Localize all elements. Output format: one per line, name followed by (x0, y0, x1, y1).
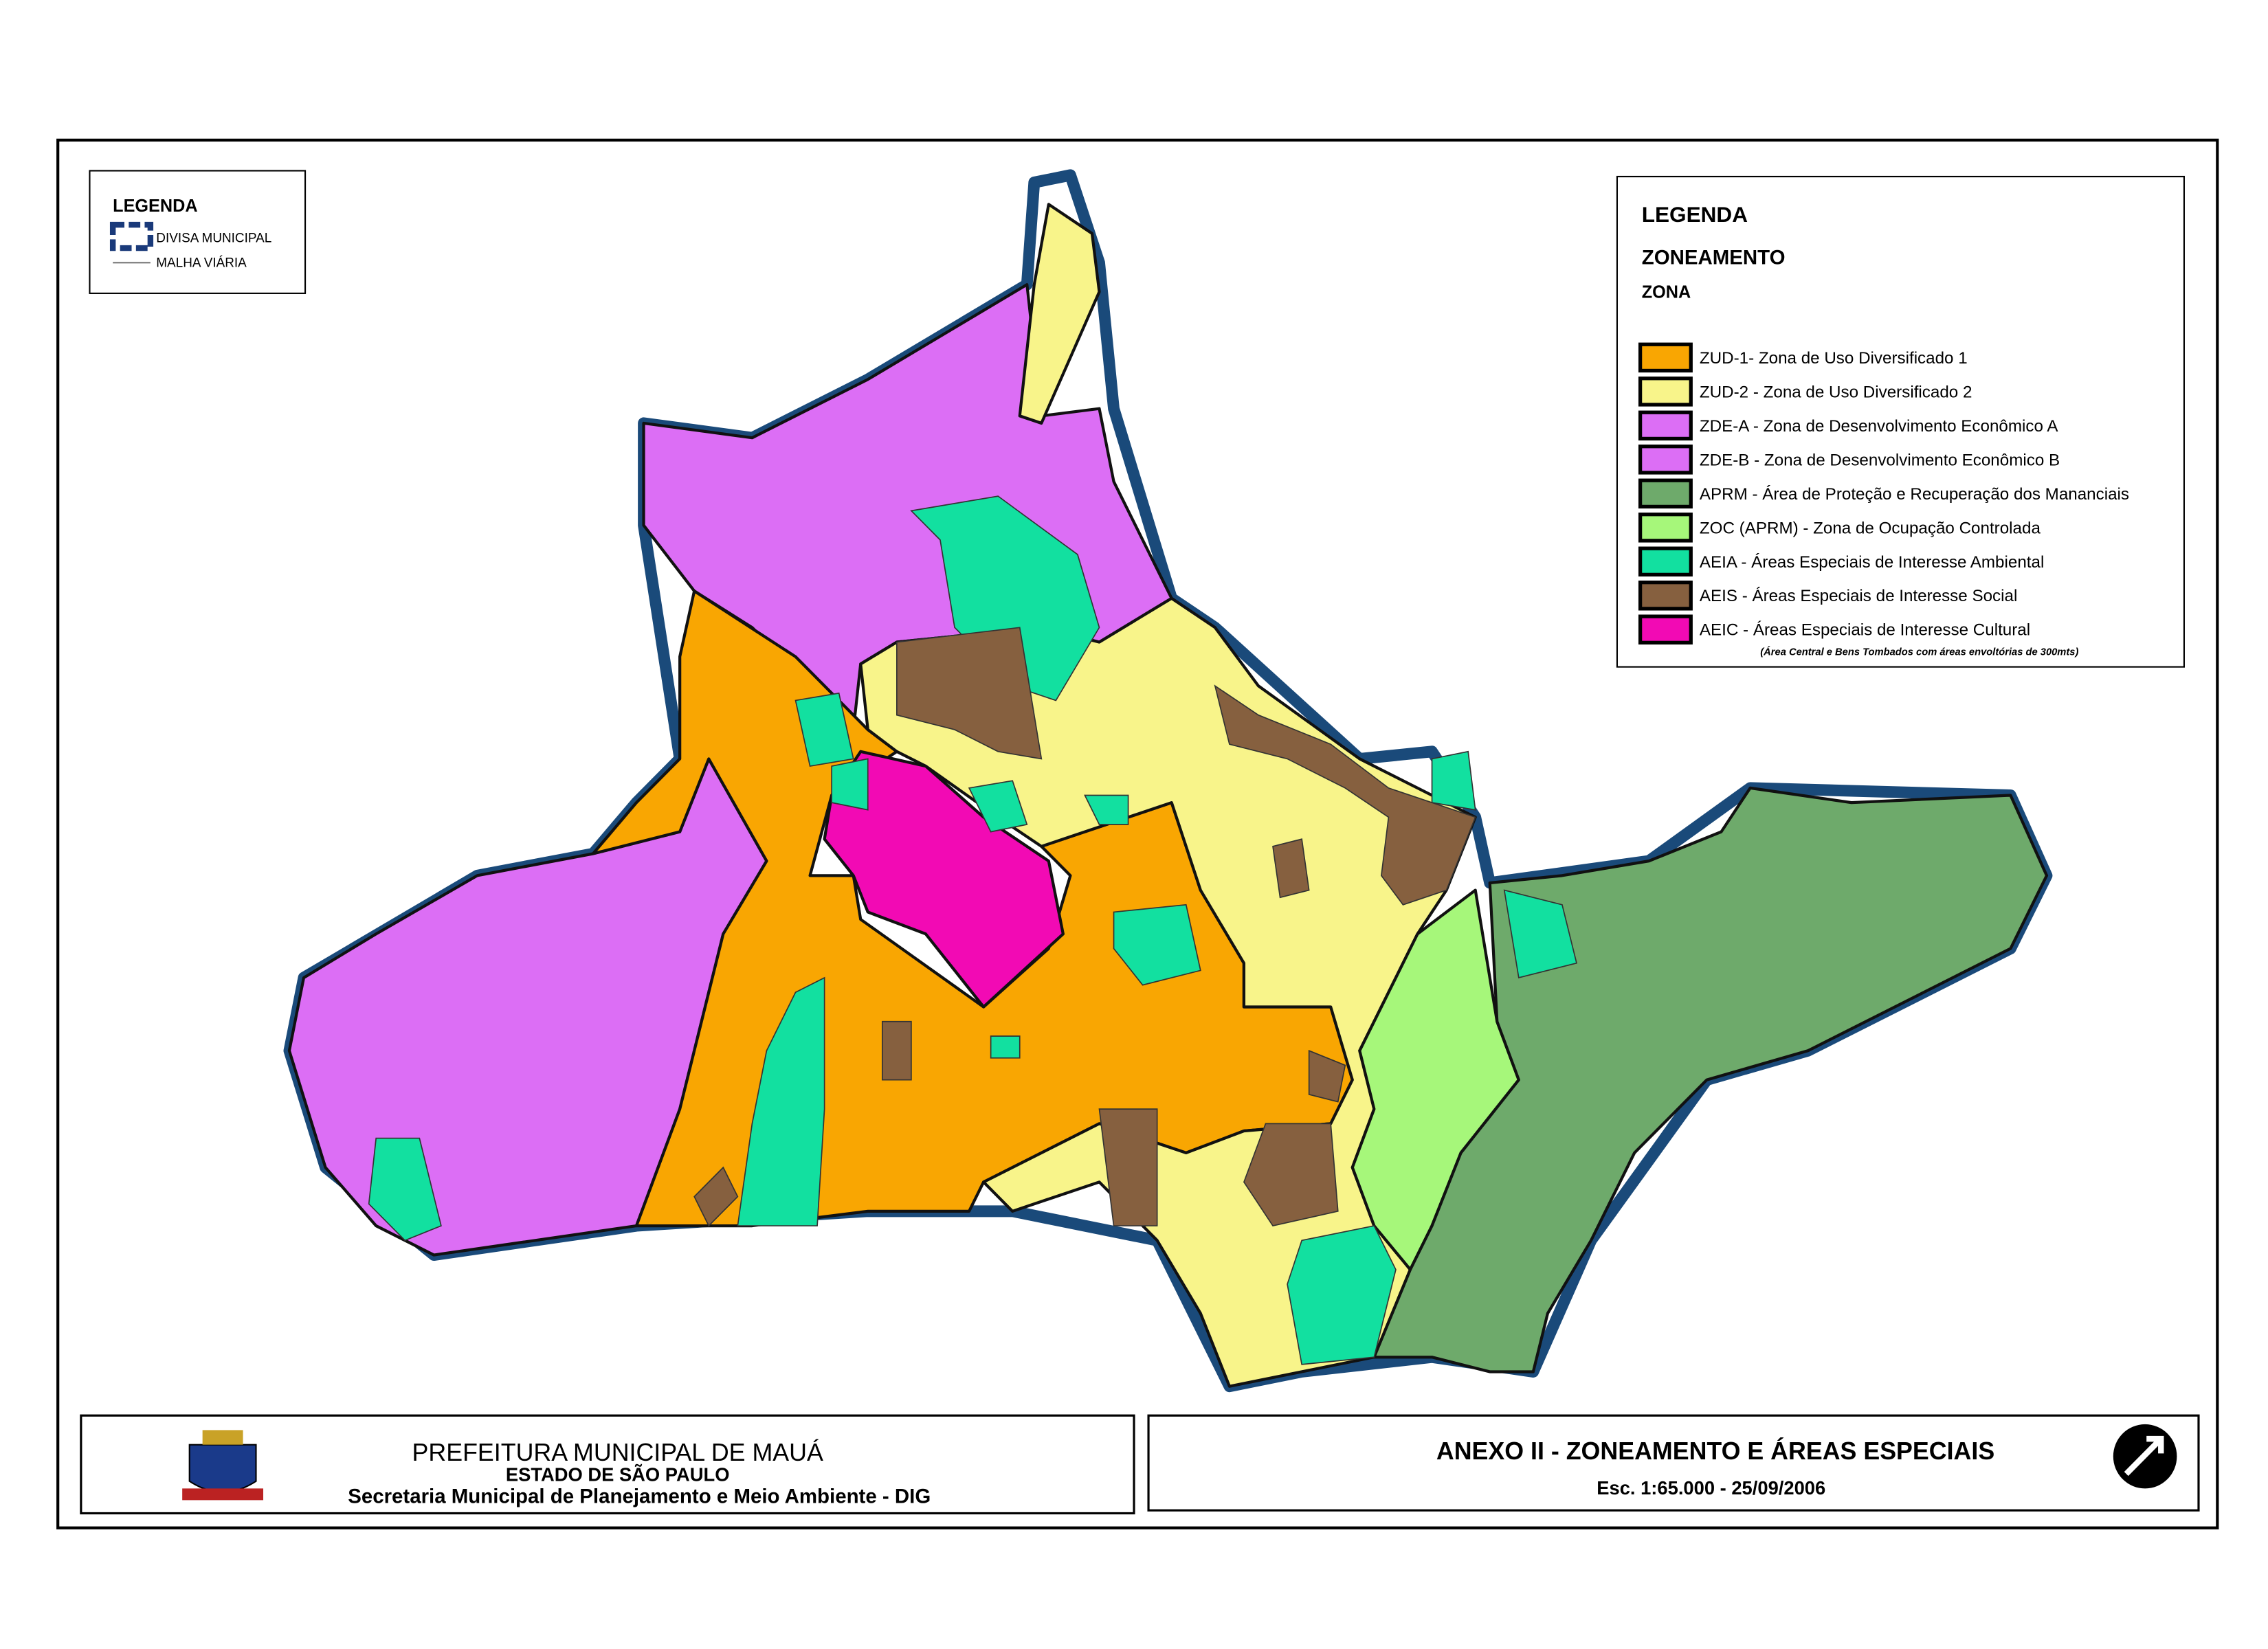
zone-area (831, 758, 869, 811)
zone-area (1503, 889, 1578, 979)
zone-area (896, 627, 1043, 760)
legend-swatch (1638, 410, 1693, 441)
zone-area (1214, 684, 1476, 906)
legend-box (1616, 175, 2185, 668)
legend-label: ZDE-A - Zona de Desenvolvimento Econômic… (1700, 417, 2058, 436)
legend-swatch (1638, 513, 1693, 543)
legend-label: APRM - Área de Proteção e Recuperação do… (1700, 485, 2129, 504)
legend-swatch (1638, 377, 1693, 407)
legend-box (89, 170, 307, 294)
legend-swatch (1638, 478, 1693, 509)
legend-label: AEIS - Áreas Especiais de Interesse Soci… (1700, 587, 2017, 605)
zone-area (1084, 794, 1129, 825)
right-legend: LEGENDA ZONEAMENTO ZONA (Área Central e … (1616, 175, 2185, 668)
legend-label: ZUD-1- Zona de Uso Diversificado 1 (1700, 349, 1968, 368)
zone-area (1098, 1108, 1158, 1226)
zone-area (1308, 1049, 1346, 1103)
legend-label: AEIA - Áreas Especiais de Interesse Ambi… (1700, 553, 2044, 572)
map (283, 169, 2053, 1393)
legend-swatch (1638, 546, 1693, 577)
zone-area (1243, 1123, 1339, 1227)
legend-item: MALHA VIÁRIA (156, 256, 247, 271)
zone-area (1287, 1225, 1397, 1365)
north-arrow (2113, 1424, 2177, 1489)
legend-swatch (1638, 342, 1693, 373)
legend-label: ZUD-2 - Zona de Uso Diversificado 2 (1700, 383, 1972, 401)
legend-title: LEGENDA (113, 197, 197, 216)
zone-area (1272, 838, 1310, 899)
left-legend: LEGENDA DIVISA MUNICIPAL MALHA VIÁRIA (89, 170, 307, 294)
footer: PREFEITURA MUNICIPAL DE MAUÁ ESTADO DE S… (80, 1414, 2200, 1515)
zone-area (823, 750, 1065, 1009)
legend-swatch (1638, 580, 1693, 611)
legend-label: ZOC (APRM) - Zona de Ocupação Controlada (1700, 519, 2041, 537)
boundary-symbol (109, 221, 154, 251)
zone-area (1431, 750, 1476, 811)
zone-area (368, 1137, 442, 1242)
legend-swatch (1638, 445, 1693, 475)
footer-box (1147, 1414, 2200, 1512)
organization: PREFEITURA MUNICIPAL DE MAUÁ (412, 1438, 823, 1466)
zone-area (1113, 904, 1201, 986)
zone-area (990, 1035, 1021, 1059)
coat-of-arms (182, 1430, 264, 1501)
legend-subheading: ZONA (1642, 282, 1691, 302)
state: ESTADO DE SÃO PAULO (506, 1464, 730, 1485)
zone-area (910, 495, 1100, 702)
zone-area (968, 780, 1028, 833)
map-title: ANEXO II - ZONEAMENTO E ÁREAS ESPECIAIS (1436, 1437, 1994, 1465)
legend-note: (Área Central e Bens Tombados com áreas … (1760, 647, 2078, 658)
zone-area (737, 976, 825, 1226)
legend-label: AEIC - Áreas Especiais de Interesse Cult… (1700, 621, 2030, 640)
legend-swatch (1638, 614, 1693, 645)
legend-title: LEGENDA (1642, 202, 1748, 227)
zone-area (693, 1166, 739, 1227)
zone-area (881, 1020, 912, 1081)
department: Secretaria Municipal de Planejamento e M… (348, 1485, 931, 1507)
scale: Esc. 1:65.000 - 25/09/2006 (1597, 1477, 1825, 1499)
legend-label: ZDE-B - Zona de Desenvolvimento Econômic… (1700, 451, 2060, 469)
frame (56, 138, 2219, 1529)
legend-item: DIVISA MUNICIPAL (156, 231, 271, 245)
zone-area (794, 692, 854, 767)
zone-area (1018, 203, 1101, 425)
legend-heading: ZONEAMENTO (1642, 246, 1786, 269)
